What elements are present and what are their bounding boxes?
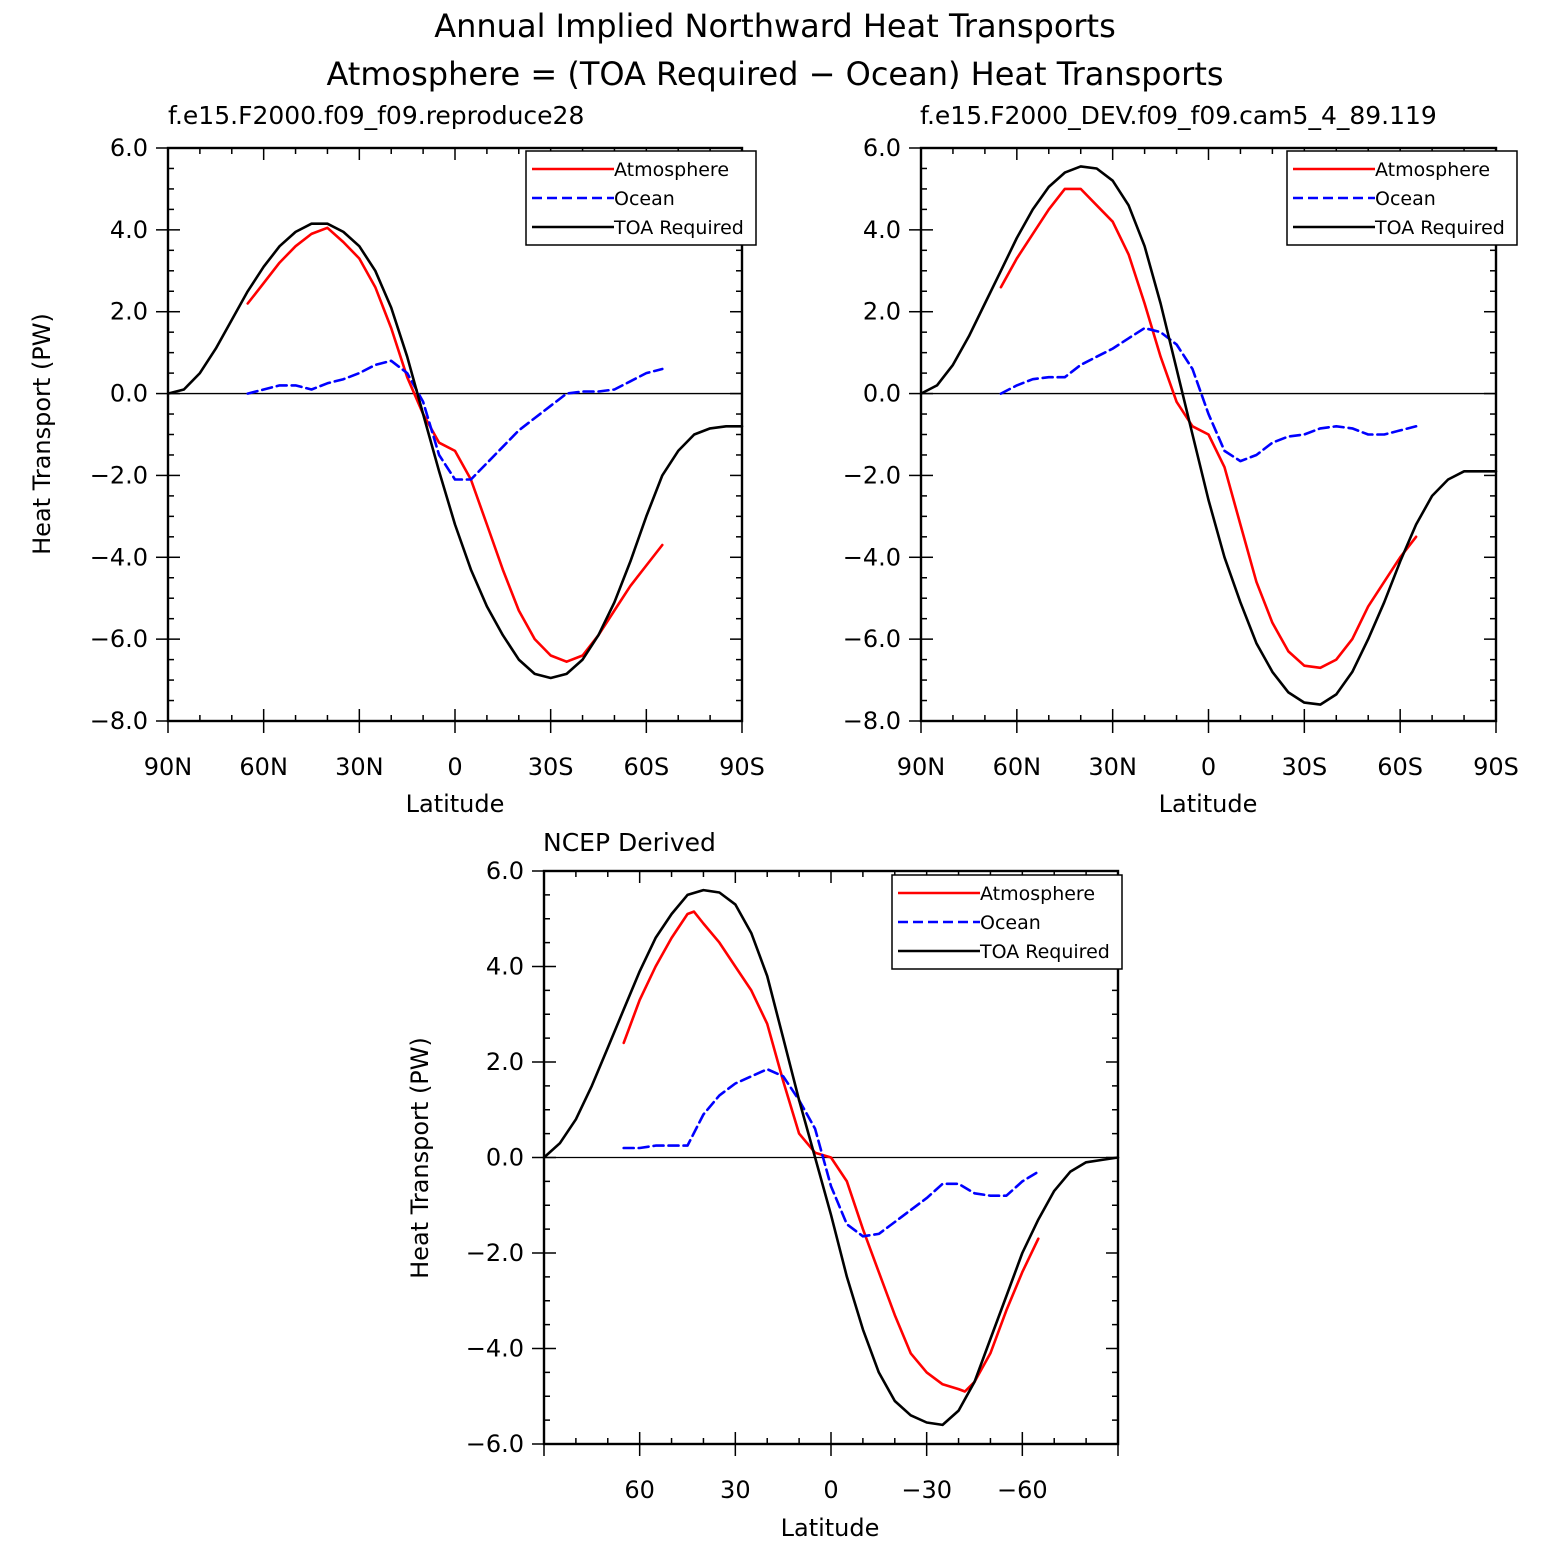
panel-1-legend-box <box>525 150 757 246</box>
panel-1-x-tick-label: 90S <box>719 753 765 781</box>
panel-1-y-tick-label: −4.0 <box>90 543 148 571</box>
panel-2-y-tick-label: 6.0 <box>863 134 901 162</box>
panel-1-x-tick-label: 90N <box>144 753 193 781</box>
figure-title-line1: Annual Implied Northward Heat Transports <box>434 7 1116 45</box>
panel-3-x-tick-label: 0 <box>823 1476 838 1504</box>
panel-3-plot: −6.0 −4.0 −2.0 0.0 2.0 4.0 6.0 60 30 0 −30 −60 Atmos… <box>466 857 1123 1504</box>
panel-3-y-tick-label: 4.0 <box>486 953 524 981</box>
panel-3-axes-frame <box>542 869 1120 1446</box>
panel-1-legend-label: TOA Required <box>613 217 744 239</box>
panel-2-y-tick-label: −8.0 <box>843 707 901 735</box>
panel-2-x-tick-label: 0 <box>1201 753 1216 781</box>
panel-3-series-atmosphere <box>622 910 1040 1393</box>
panel-3-y-tick-label: −2.0 <box>466 1239 524 1267</box>
panel-3-y-tick-label: −6.0 <box>466 1430 524 1458</box>
panel-3: NCEP Derived Latitude Heat Transport (PW… <box>406 828 879 1542</box>
panel-3-legend-label: Atmosphere <box>980 883 1095 905</box>
figure-title-line2: Atmosphere = (TOA Required − Ocean) Heat… <box>326 55 1223 93</box>
panel-2: f.e15.F2000_DEV.f09_f09.cam5_4_89.119 La… <box>920 101 1437 818</box>
panel-3-legend: Atmosphere Ocean TOA Required <box>891 874 1123 970</box>
panel-3-x-axis-label: Latitude <box>781 1514 880 1542</box>
panel-1-x-tick-label: 60S <box>623 753 669 781</box>
panel-1-y-tick-label: 2.0 <box>110 298 148 326</box>
panel-1-y-tick-label: −2.0 <box>90 461 148 489</box>
panel-3-y-tick-label: 0.0 <box>486 1144 524 1172</box>
panel-1-y-tick-label: 0.0 <box>110 380 148 408</box>
panel-2-x-tick-label: 60S <box>1377 753 1423 781</box>
panel-1-y-tick-label: −6.0 <box>90 625 148 653</box>
panel-3-y-tick-label: 2.0 <box>486 1048 524 1076</box>
panel-1-title: f.e15.F2000.f09_f09.reproduce28 <box>168 101 584 130</box>
panel-2-legend: Atmosphere Ocean TOA Required <box>1286 150 1518 246</box>
panel-2-series-ocean <box>999 326 1418 463</box>
panel-1-series-ocean <box>246 359 664 481</box>
panel-1-series-atmosphere <box>246 226 664 664</box>
panel-2-x-tick-label: 30S <box>1281 753 1327 781</box>
panel-2-x-tick-label: 90S <box>1473 753 1519 781</box>
panel-1-legend: Atmosphere Ocean TOA Required <box>525 150 757 246</box>
panel-3-legend-label: Ocean <box>980 912 1041 934</box>
panel-3-x-tick-label: 60 <box>624 1476 655 1504</box>
panel-2-y-tick-label: 4.0 <box>863 216 901 244</box>
panel-2-plot: −8.0 −6.0 −4.0 −2.0 0.0 2.0 4.0 6.0 90N 60N 30N 0 30… <box>843 134 1519 781</box>
panel-3-series-ocean <box>622 1067 1040 1238</box>
panel-3-title: NCEP Derived <box>543 828 716 857</box>
panel-2-title: f.e15.F2000_DEV.f09_f09.cam5_4_89.119 <box>920 101 1437 130</box>
panel-2-legend-label: Atmosphere <box>1375 159 1490 181</box>
panel-1-legend-label: Ocean <box>614 188 675 210</box>
panel-1-x-tick-label: 0 <box>447 753 462 781</box>
panel-3-y-axis-label: Heat Transport (PW) <box>406 1037 434 1279</box>
panel-2-y-tick-label: −4.0 <box>843 543 901 571</box>
panel-3-x-tick-label: −30 <box>901 1476 952 1504</box>
panel-2-series-toa-required <box>919 165 1498 706</box>
panel-2-legend-label: Ocean <box>1375 188 1436 210</box>
panel-2-x-tick-label: 90N <box>897 753 946 781</box>
panel-3-legend-label: TOA Required <box>979 941 1110 963</box>
panel-1-axes-frame <box>166 146 744 723</box>
panel-1-y-axis-label: Heat Transport (PW) <box>28 313 56 555</box>
panel-1-y-tick-label: 4.0 <box>110 216 148 244</box>
panel-2-y-tick-label: −6.0 <box>843 625 901 653</box>
panel-2-axes-frame <box>919 146 1498 723</box>
panel-3-x-tick-label: −60 <box>997 1476 1048 1504</box>
panel-1-x-tick-label: 30S <box>528 753 574 781</box>
panel-1-y-tick-label: 6.0 <box>110 134 148 162</box>
panel-2-x-axis-label: Latitude <box>1159 790 1258 818</box>
panel-1: f.e15.F2000.f09_f09.reproduce28 Latitude… <box>28 101 584 818</box>
panel-1-series-toa-required <box>166 222 744 680</box>
panel-2-y-tick-label: 2.0 <box>863 298 901 326</box>
panel-1-plot: −8.0 −6.0 −4.0 −2.0 0.0 2.0 4.0 6.0 90N 60N 30N 0 30… <box>90 134 765 781</box>
panel-3-series-toa-required <box>542 888 1120 1427</box>
panel-3-y-tick-label: 6.0 <box>486 857 524 885</box>
panel-2-y-tick-label: −2.0 <box>843 461 901 489</box>
panel-3-y-tick-label: −4.0 <box>466 1335 524 1363</box>
panel-3-x-tick-label: 30 <box>720 1476 751 1504</box>
panel-1-x-tick-label: 60N <box>239 753 288 781</box>
panel-2-y-tick-label: 0.0 <box>863 380 901 408</box>
panel-2-series-atmosphere <box>999 187 1418 670</box>
panel-1-legend-label: Atmosphere <box>614 159 729 181</box>
panel-1-x-tick-label: 30N <box>335 753 384 781</box>
panel-1-y-tick-label: −8.0 <box>90 707 148 735</box>
panel-2-x-tick-label: 30N <box>1088 753 1137 781</box>
panel-2-x-tick-label: 60N <box>993 753 1042 781</box>
panel-2-legend-label: TOA Required <box>1374 217 1505 239</box>
panel-1-x-axis-label: Latitude <box>406 790 505 818</box>
